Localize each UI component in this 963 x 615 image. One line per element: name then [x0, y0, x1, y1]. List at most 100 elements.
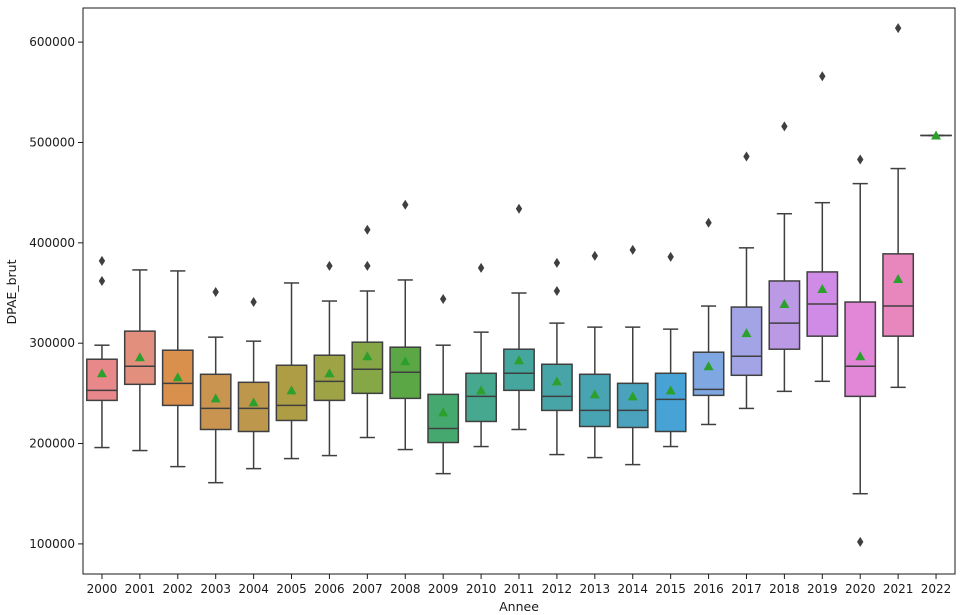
mean-marker-2006 [324, 368, 335, 378]
mean-marker-2000 [96, 368, 107, 378]
mean-marker-2021 [893, 273, 904, 283]
x-tick-label-2011: 2011 [504, 582, 535, 596]
x-tick-label-2006: 2006 [314, 582, 345, 596]
box-2018 [768, 280, 801, 350]
box-2014 [616, 382, 649, 429]
outlier-2003-0 [212, 287, 219, 298]
mean-marker-2007 [362, 351, 373, 361]
box-2003 [199, 373, 232, 431]
box-group-2017 [730, 151, 763, 410]
box-2000 [86, 358, 118, 402]
outlier-2007-0 [364, 260, 371, 271]
mean-marker-2005 [286, 385, 297, 395]
box-group-2001 [123, 269, 156, 452]
outlier-2009-0 [439, 294, 447, 305]
x-axis: 2000 2001 2002 2003 2004 2005 2006 2007 2008 2009… [87, 574, 952, 596]
x-tick-label-2012: 2012 [542, 582, 573, 596]
x-tick-label-2005: 2005 [276, 582, 307, 596]
x-tick-label-2010: 2010 [466, 582, 497, 596]
outlier-2000-0 [98, 275, 106, 286]
outlier-2020-1 [857, 154, 864, 165]
box-2012 [540, 363, 573, 412]
x-tick-label-2009: 2009 [428, 582, 459, 596]
outlier-2016-0 [705, 217, 712, 228]
outlier-2018-0 [781, 121, 788, 132]
outlier-2004-0 [250, 297, 257, 308]
x-tick-label-2014: 2014 [617, 582, 648, 596]
x-tick-label-2017: 2017 [731, 582, 762, 596]
y-tick-label-300000: 300000 [29, 336, 75, 350]
box-group-2010 [465, 262, 498, 448]
box-2017 [730, 306, 763, 377]
x-tick-label-2001: 2001 [125, 582, 156, 596]
box-2007 [351, 341, 384, 395]
mean-marker-2015 [665, 385, 676, 395]
x-tick-label-2018: 2018 [769, 582, 800, 596]
y-tick-label-100000: 100000 [29, 537, 75, 551]
x-tick-label-2013: 2013 [580, 582, 611, 596]
box-group-2021 [882, 23, 915, 389]
outlier-2010-0 [477, 262, 485, 273]
box-2004 [237, 381, 270, 433]
outlier-2015-0 [667, 251, 674, 262]
x-tick-label-2002: 2002 [163, 582, 194, 596]
outlier-2011-0 [515, 203, 523, 214]
y-tick-label-200000: 200000 [29, 437, 75, 451]
mean-marker-2003 [210, 393, 221, 403]
box-2021 [882, 253, 915, 337]
box-group-2003 [199, 287, 232, 484]
y-axis-label: DPAE_brut [4, 259, 19, 324]
box-group-2000 [86, 255, 118, 449]
box-group-2005 [275, 282, 308, 460]
outlier-2012-0 [553, 286, 561, 296]
x-tick-label-2020: 2020 [845, 582, 876, 596]
mean-marker-2002 [172, 372, 183, 382]
box-2015 [654, 372, 687, 433]
outlier-2019-0 [819, 71, 826, 82]
box-group-2002 [161, 270, 194, 468]
box-group-2007 [351, 224, 384, 439]
outlier-2021-0 [894, 23, 902, 34]
y-tick-label-500000: 500000 [29, 135, 75, 149]
x-tick-label-2008: 2008 [390, 582, 421, 596]
mean-marker-2001 [134, 352, 145, 362]
x-tick-label-2000: 2000 [87, 582, 118, 596]
box-group-2016 [692, 217, 725, 426]
y-axis: 100000 200000 300000 400000 500000 600000 [29, 35, 83, 551]
box-group-2011 [503, 203, 535, 431]
box-group-2019 [806, 71, 839, 383]
mean-marker-2020 [855, 351, 866, 361]
x-tick-label-2016: 2016 [693, 582, 724, 596]
box-group-2009 [427, 294, 460, 475]
box-2006 [313, 354, 346, 402]
mean-marker-2018 [779, 299, 790, 309]
x-tick-label-2015: 2015 [655, 582, 686, 596]
x-tick-label-2007: 2007 [352, 582, 383, 596]
x-axis-label: Annee [499, 599, 539, 614]
box-group-2014 [616, 244, 649, 466]
box-group-2020 [844, 154, 877, 547]
mean-marker-2022 [931, 130, 942, 140]
outlier-2012-1 [553, 257, 561, 268]
box-2020 [844, 301, 877, 398]
mean-marker-2010 [476, 385, 487, 395]
box-group-2018 [768, 121, 801, 393]
mean-marker-2019 [817, 283, 828, 293]
mean-marker-2008 [400, 356, 411, 366]
mean-marker-2009 [438, 407, 449, 417]
x-tick-label-2004: 2004 [238, 582, 269, 596]
mean-marker-2017 [741, 328, 752, 338]
x-tick-label-2021: 2021 [883, 582, 914, 596]
box-group-2015 [654, 251, 687, 448]
outlier-2008-0 [402, 199, 409, 210]
mean-marker-2014 [627, 391, 638, 401]
outlier-2020-0 [857, 536, 864, 547]
box-2013 [578, 373, 611, 428]
outlier-2007-1 [364, 224, 371, 235]
x-tick-label-2022: 2022 [921, 582, 952, 596]
box-group-2012 [540, 257, 573, 456]
mean-marker-2004 [248, 397, 259, 407]
mean-marker-2011 [514, 355, 524, 365]
box-2010 [465, 372, 498, 423]
